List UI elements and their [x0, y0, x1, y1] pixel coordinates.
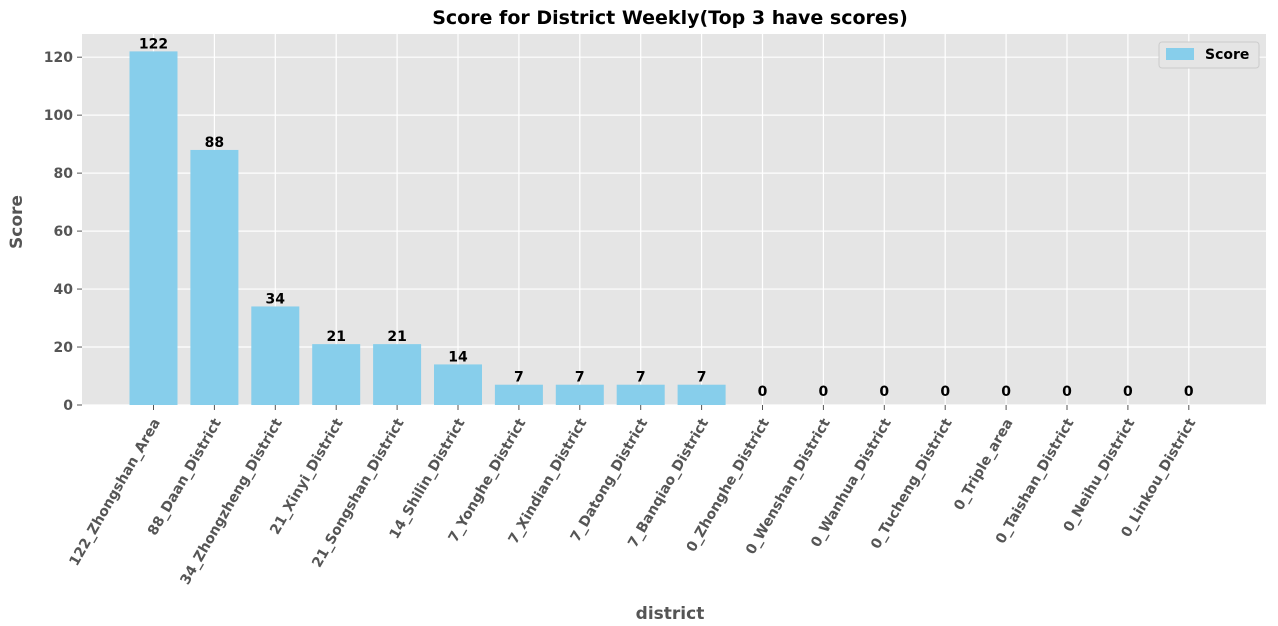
- bar: [129, 51, 178, 405]
- x-tick-label: 34_Zhongzheng_District: [177, 416, 285, 588]
- y-tick-label: 100: [44, 108, 73, 124]
- bar-value-label: 88: [205, 135, 224, 151]
- y-tick-label: 20: [54, 340, 74, 356]
- x-tick-label: 0_Triple_area: [951, 416, 1016, 513]
- bar-value-label: 7: [697, 370, 707, 386]
- bar: [312, 344, 361, 405]
- bar: [677, 384, 726, 405]
- bar-value-label: 7: [575, 370, 585, 386]
- x-axis-label: district: [636, 604, 705, 624]
- bar-value-label: 14: [448, 349, 468, 365]
- bar-value-label: 0: [1184, 384, 1194, 400]
- y-tick-label: 80: [54, 166, 74, 182]
- bar-value-label: 0: [1001, 384, 1011, 400]
- y-tick-label: 40: [54, 282, 74, 298]
- y-axis-label: Score: [7, 195, 27, 249]
- bar: [494, 384, 543, 405]
- bar: [251, 306, 300, 405]
- bar-value-label: 122: [139, 36, 168, 52]
- legend-swatch: [1166, 48, 1194, 60]
- y-tick-label: 60: [54, 224, 74, 240]
- bar: [434, 364, 482, 405]
- bars: [129, 51, 726, 405]
- bar-value-label: 34: [266, 291, 286, 307]
- x-axis-ticks: 122_Zhongshan_Area88_Daan_District34_Zho…: [66, 405, 1199, 588]
- bar-value-label: 0: [879, 384, 889, 400]
- bar: [373, 344, 422, 405]
- bar: [190, 149, 239, 405]
- bar-value-label: 0: [758, 384, 768, 400]
- bar-value-label: 0: [1123, 384, 1133, 400]
- bar-value-label: 0: [940, 384, 950, 400]
- bar-value-label: 7: [636, 370, 646, 386]
- bar-value-label: 0: [1062, 384, 1072, 400]
- bar-value-label: 21: [387, 329, 406, 345]
- y-axis-ticks: 0 20 40 60 80 100 120: [44, 50, 82, 414]
- y-tick-label: 120: [44, 50, 73, 66]
- bar-value-label: 7: [514, 370, 524, 386]
- bar: [555, 384, 604, 405]
- legend-label-score: Score: [1205, 47, 1249, 63]
- bar-value-label: 0: [819, 384, 829, 400]
- bar: [616, 384, 665, 405]
- legend: Score: [1158, 41, 1260, 69]
- y-tick-label: 0: [63, 398, 73, 414]
- grid-lines: [82, 34, 1266, 406]
- bar-value-label: 21: [326, 329, 345, 345]
- chart-title: Score for District Weekly(Top 3 have sco…: [432, 7, 908, 29]
- data-labels: 122 88 34 21 21 14 7 7 7 7 0 0 0 0 0 0 0 0: [139, 36, 1194, 400]
- x-tick-label: 122_Zhongshan_Area: [66, 416, 164, 569]
